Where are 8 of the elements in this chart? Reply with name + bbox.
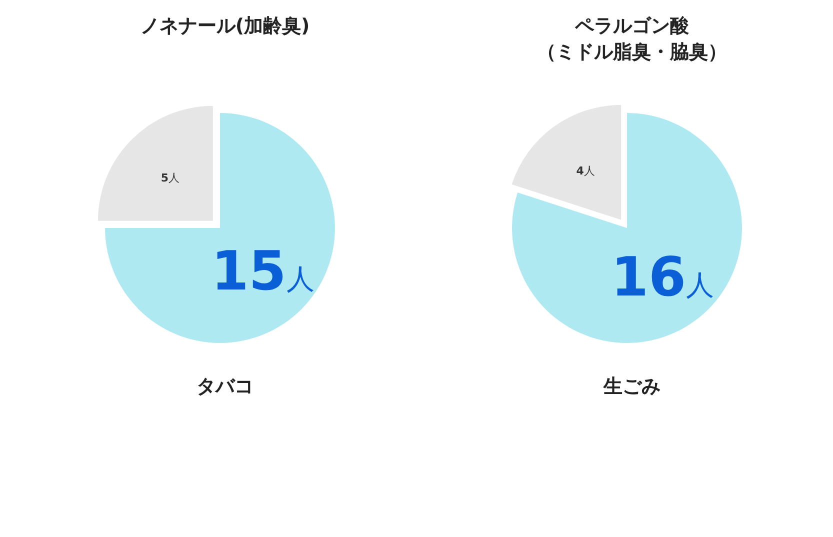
- data-label: 4人: [576, 164, 595, 178]
- data-label: 15人: [211, 239, 314, 302]
- data-label: 5人: [160, 172, 180, 185]
- chart-title: ペラルゴン酸（ミドル脂臭・脇臭）: [537, 15, 727, 63]
- slice-label: 生ごみ: [602, 376, 660, 398]
- chart-title: ノネナール(加齢臭): [140, 15, 310, 37]
- slice-label: タバコ: [196, 376, 254, 398]
- data-label: 16人: [610, 245, 714, 308]
